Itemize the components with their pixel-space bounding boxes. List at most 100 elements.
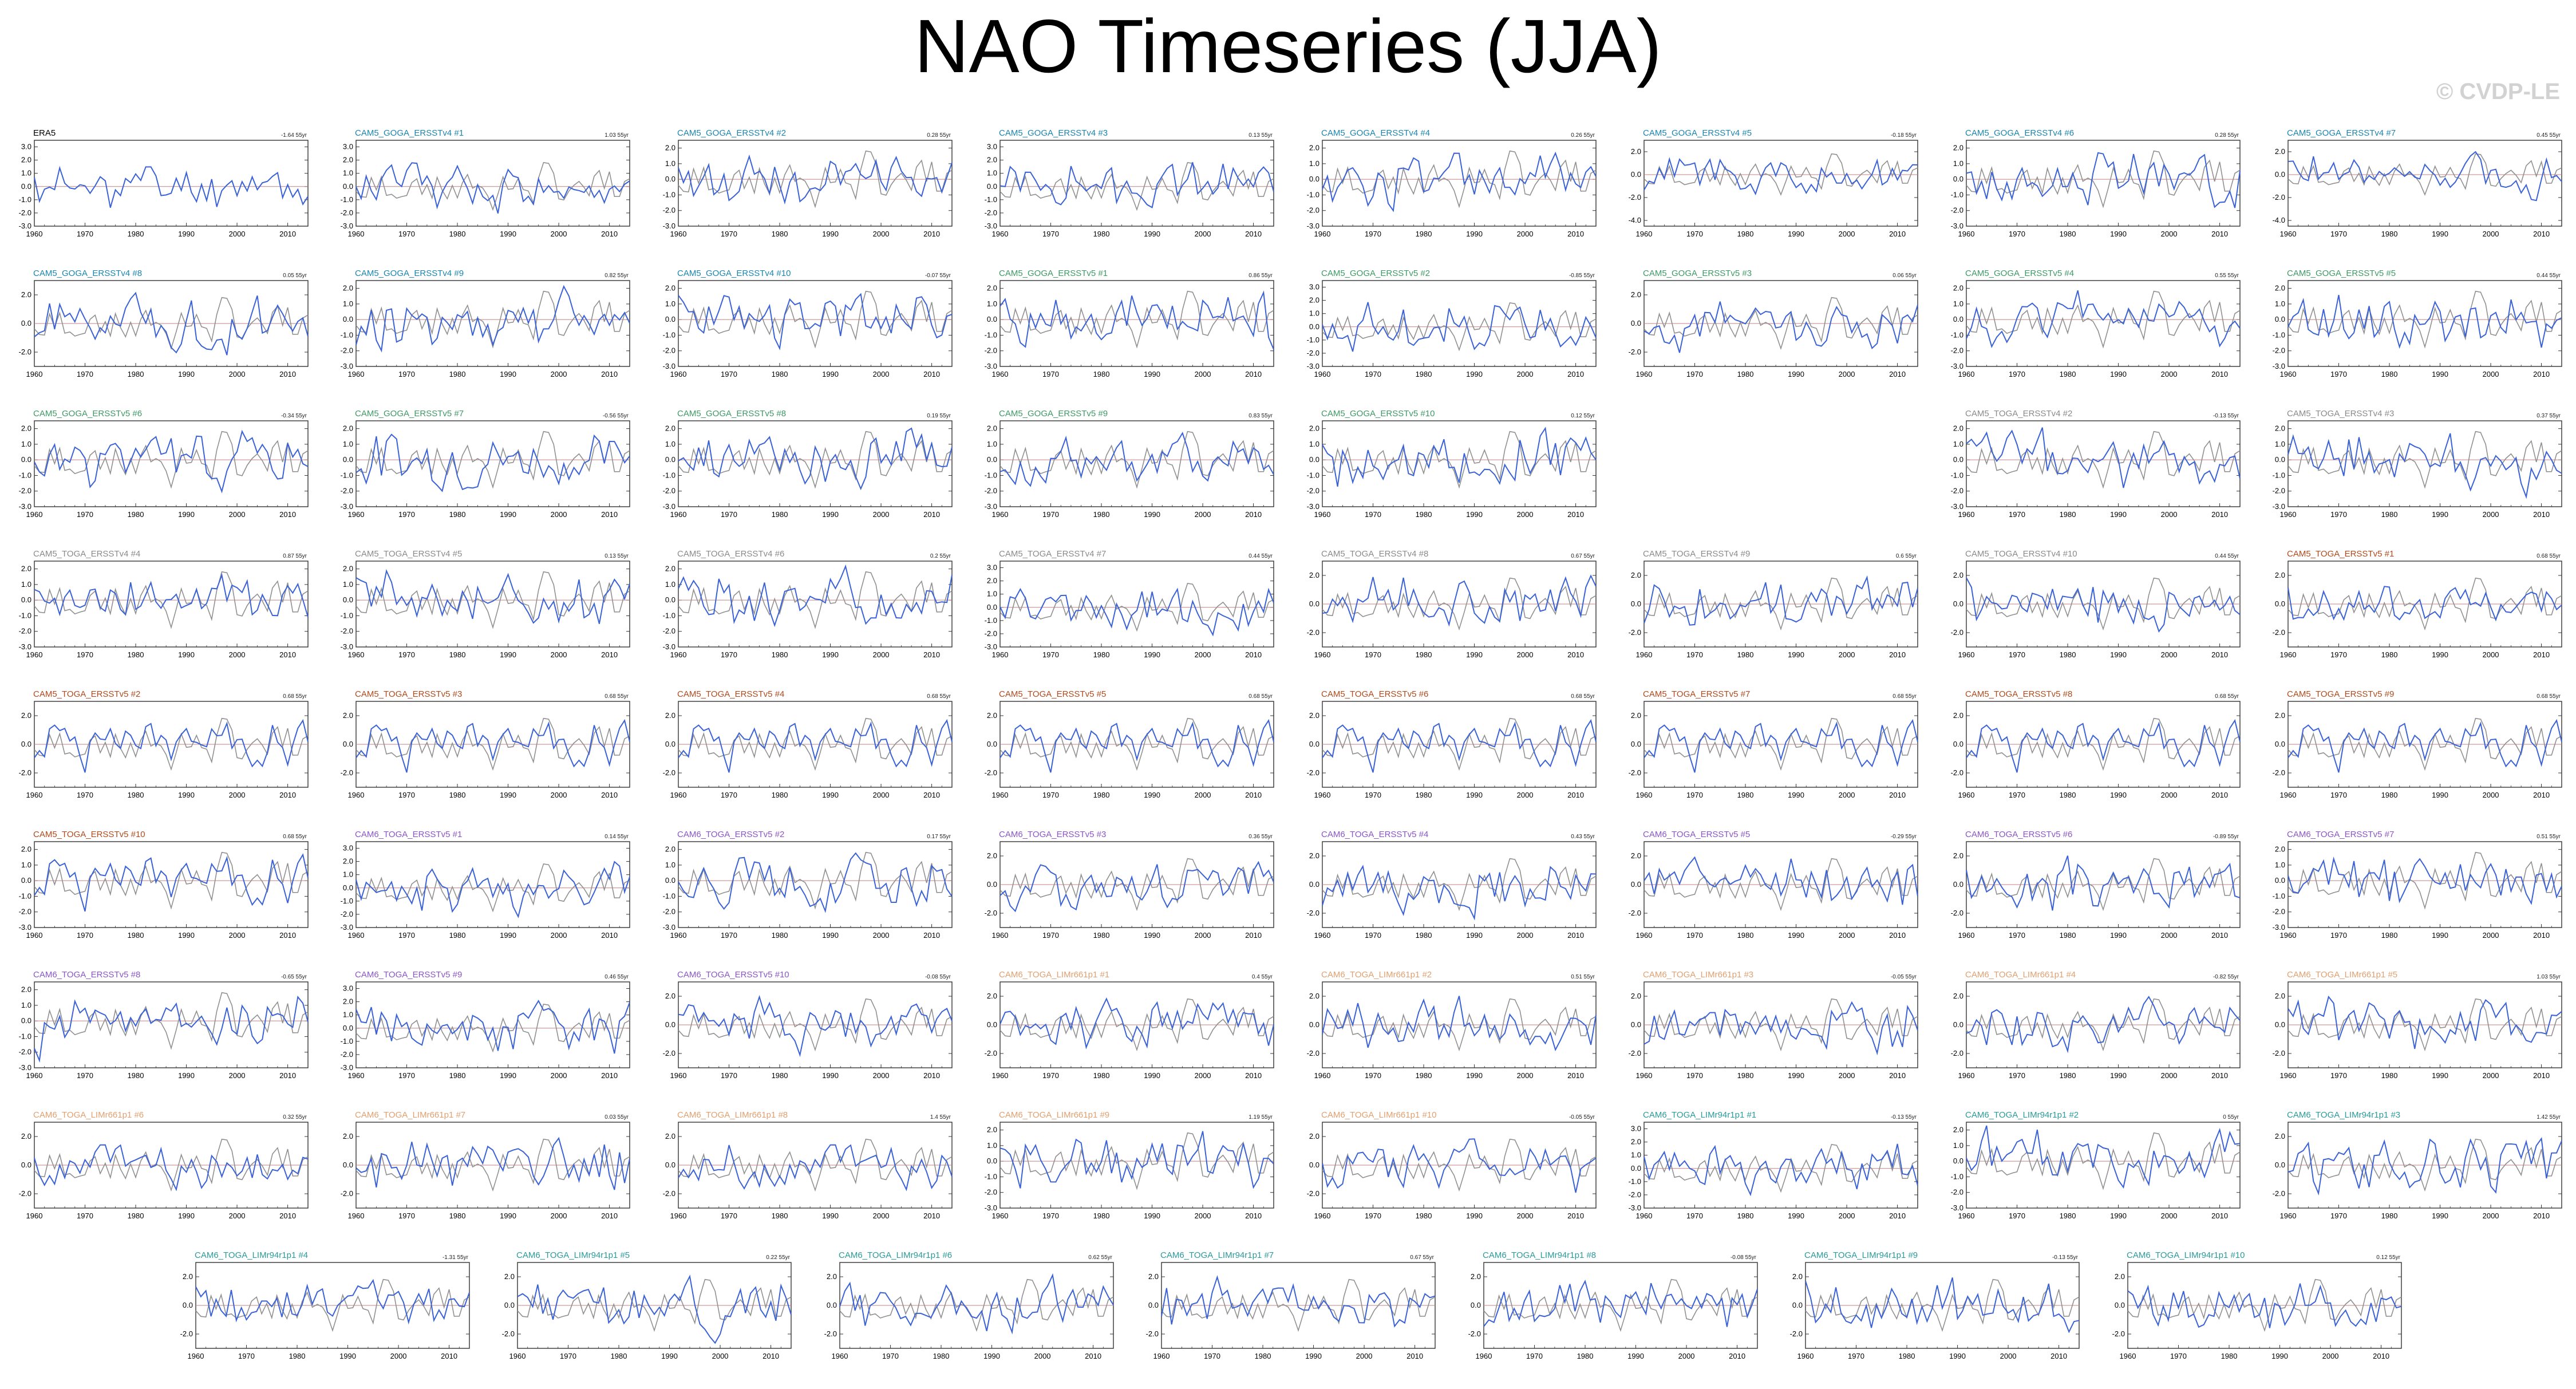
model-series-line	[1643, 575, 1918, 626]
y-tick-label: -1.0	[663, 471, 675, 479]
nao-panel: CAM5_GOGA_ERSSTv4 #8 0.05 55yr 2.0 0.0 -2.0 1…	[19, 269, 309, 378]
y-tick-label: 2.0	[665, 284, 675, 293]
y-tick-label: 1.0	[21, 580, 31, 589]
panel-label: CAM6_TOGA_ERSSTv5 #10	[677, 970, 789, 980]
x-tick-label: 2000	[1839, 230, 1855, 238]
x-tick-label: 2010	[2211, 791, 2228, 799]
y-tick-label: -1.0	[341, 1037, 353, 1045]
panel-label: CAM6_TOGA_LIMr661p1 #10	[1321, 1110, 1437, 1120]
x-tick-label: 1980	[1577, 1352, 1594, 1360]
nao-panel: CAM5_TOGA_ERSSTv5 #8 0.68 55yr 2.0 0.0 -2.0 1…	[1951, 689, 2241, 799]
x-tick-label: 1990	[1788, 370, 1804, 378]
x-tick-label: 1980	[2060, 370, 2076, 378]
model-series-line	[678, 564, 953, 628]
x-tick-label: 2010	[279, 931, 296, 940]
y-tick-label: 2.0	[987, 284, 997, 293]
x-tick-label: 1970	[2330, 931, 2347, 940]
y-tick-label: 0.0	[1792, 1301, 1803, 1309]
panel-frame	[678, 280, 953, 367]
y-tick-label: 0.0	[1309, 455, 1319, 464]
y-tick-label: 1.0	[343, 440, 353, 448]
panel-trend: 0.44 55yr	[1249, 553, 1273, 559]
x-tick-label: 1960	[26, 230, 43, 238]
x-tick-label: 1980	[449, 931, 466, 940]
x-tick-label: 1970	[77, 510, 93, 519]
y-tick-label: 2.0	[2275, 571, 2285, 579]
x-tick-label: 2010	[2533, 791, 2550, 799]
obs-series-line	[1322, 150, 1597, 208]
obs-series-line	[355, 1138, 630, 1192]
y-tick-label: -3.0	[341, 502, 353, 511]
y-tick-label: 0.0	[1471, 1301, 1481, 1309]
y-tick-label: 0.0	[2275, 1020, 2285, 1029]
nao-panel: CAM6_TOGA_ERSSTv5 #5 -0.29 55yr 2.0 0.0 -2.0…	[1629, 830, 1918, 940]
panel-trend: 0.45 55yr	[2537, 132, 2561, 139]
y-tick-label: -1.0	[663, 611, 675, 619]
model-series-line	[1966, 996, 2241, 1053]
y-tick-label: 2.0	[1953, 571, 1963, 579]
obs-series-line	[34, 297, 309, 350]
y-tick-label: -1.0	[663, 190, 675, 199]
x-tick-label: 1980	[772, 370, 788, 378]
y-tick-label: 2.0	[665, 144, 675, 152]
x-tick-label: 1980	[1093, 791, 1110, 799]
nao-panel: CAM5_TOGA_ERSSTv4 #10 0.44 55yr 2.0 0.0 -2.0…	[1951, 549, 2241, 659]
x-tick-label: 1960	[1314, 931, 1331, 940]
y-tick-label: 2.0	[987, 424, 997, 433]
model-series-line	[517, 1274, 792, 1344]
y-tick-label: -2.0	[180, 1329, 193, 1338]
x-tick-label: 1980	[2381, 931, 2398, 940]
x-tick-label: 2000	[873, 230, 890, 238]
x-tick-label: 2000	[1517, 1071, 1534, 1080]
nao-panel: CAM5_TOGA_ERSSTv5 #5 0.68 55yr 2.0 0.0 -2.0 1…	[985, 689, 1274, 799]
panel-frame	[678, 420, 953, 507]
x-tick-label: 2000	[1517, 791, 1534, 799]
obs-series-line	[2287, 153, 2562, 196]
x-tick-label: 1970	[398, 791, 415, 799]
x-tick-label: 2010	[2533, 650, 2550, 659]
x-tick-label: 1980	[449, 650, 466, 659]
obs-series-line	[678, 571, 953, 629]
x-tick-label: 1990	[178, 931, 195, 940]
y-tick-label: 0.0	[827, 1301, 837, 1309]
x-tick-label: 1970	[1365, 1071, 1381, 1080]
nao-panel: CAM5_TOGA_ERSSTv5 #10 0.68 55yr 2.0 1.0 0.0 -…	[19, 830, 309, 940]
y-tick-label: -2.0	[1629, 193, 1641, 202]
obs-series-line	[195, 1278, 470, 1332]
x-tick-label: 1970	[721, 370, 737, 378]
nao-panel: CAM6_TOGA_ERSSTv5 #1 0.14 55yr 3.0 2.0 1.0 0.…	[341, 830, 630, 940]
y-tick-label: 2.0	[343, 711, 353, 720]
y-tick-label: 1.0	[2275, 299, 2285, 308]
nao-panel: CAM6_TOGA_LIMr94r1p1 #10 0.12 55yr 2.0 0.0 -…	[2112, 1250, 2402, 1360]
x-tick-label: 1960	[1958, 650, 1975, 659]
obs-series-line	[1805, 1278, 2080, 1332]
y-tick-label: 2.0	[21, 290, 31, 299]
y-tick-label: -2.0	[341, 910, 353, 918]
y-tick-label: -2.0	[1951, 206, 1963, 215]
obs-series-line	[34, 717, 309, 771]
model-series-line	[2287, 995, 2562, 1049]
y-tick-label: 1.0	[1953, 159, 1963, 168]
y-tick-label: -2.0	[663, 346, 675, 355]
x-tick-label: 1970	[77, 230, 93, 238]
x-tick-label: 2000	[2000, 1352, 2017, 1360]
panel-frame	[355, 561, 630, 648]
nao-panel: CAM6_TOGA_ERSSTv5 #4 0.43 55yr 2.0 0.0 -2.0 1…	[1307, 830, 1597, 940]
x-tick-label: 1960	[1958, 230, 1975, 238]
x-tick-label: 2000	[873, 1212, 890, 1220]
y-tick-label: -3.0	[2273, 362, 2285, 370]
panel-label: CAM5_GOGA_ERSSTv5 #4	[1965, 269, 2074, 278]
x-tick-label: 2010	[279, 1212, 296, 1220]
obs-series-line	[1966, 431, 2241, 489]
x-tick-label: 1960	[670, 370, 687, 378]
x-tick-label: 1990	[339, 1352, 356, 1360]
panel-frame	[678, 841, 953, 928]
x-tick-label: 1990	[1144, 791, 1160, 799]
panel-trend: -0.89 55yr	[2213, 834, 2239, 840]
model-series-line	[1643, 157, 1918, 196]
model-series-line	[999, 432, 1274, 487]
x-tick-label: 1990	[2432, 1071, 2448, 1080]
nao-panel: CAM6_TOGA_LIMr661p1 #4 -0.82 55yr 2.0 0.0 -2…	[1951, 970, 2241, 1080]
y-tick-label: -2.0	[2273, 487, 2285, 495]
x-tick-label: 1960	[1636, 650, 1653, 659]
